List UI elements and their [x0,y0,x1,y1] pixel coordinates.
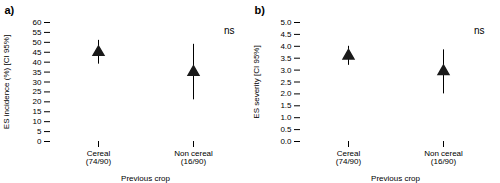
svg-text:5: 5 [37,127,42,136]
svg-text:40: 40 [33,58,42,67]
svg-text:55: 55 [33,28,42,37]
svg-text:ES severity [CI 95%]: ES severity [CI 95%] [252,45,261,118]
svg-text:20: 20 [33,97,42,106]
svg-text:5.0: 5.0 [280,18,292,27]
svg-text:50: 50 [33,38,42,47]
svg-text:ns: ns [224,25,235,36]
svg-text:2.0: 2.0 [280,89,292,98]
svg-text:3.5: 3.5 [280,54,292,63]
svg-text:4.5: 4.5 [280,30,292,39]
svg-text:ns: ns [474,25,485,36]
svg-text:1.5: 1.5 [280,101,292,110]
svg-text:0.5: 0.5 [280,125,292,134]
svg-text:b): b) [255,4,266,16]
svg-text:35: 35 [33,68,42,77]
svg-text:ES incidence (%) [CI 95%]: ES incidence (%) [CI 95%] [2,35,11,129]
svg-text:1.0: 1.0 [280,113,292,122]
svg-text:4.0: 4.0 [280,42,292,51]
svg-text:25: 25 [33,87,42,96]
svg-text:Cereal(74/90): Cereal(74/90) [86,149,112,166]
svg-text:a): a) [5,4,15,16]
svg-text:2.5: 2.5 [280,78,292,87]
svg-text:3.0: 3.0 [280,66,292,75]
svg-text:45: 45 [33,48,42,57]
svg-text:Previous crop: Previous crop [121,174,170,183]
svg-text:Cereal(74/90): Cereal(74/90) [336,149,362,166]
svg-text:60: 60 [33,18,42,27]
svg-text:15: 15 [33,107,42,116]
svg-text:30: 30 [33,78,42,87]
svg-text:0.0: 0.0 [280,137,292,146]
svg-text:0: 0 [37,137,42,146]
svg-text:Non cereal(16/90): Non cereal(16/90) [424,149,463,166]
svg-text:Non cereal(16/90): Non cereal(16/90) [174,149,213,166]
svg-text:Previous crop: Previous crop [371,174,420,183]
svg-text:10: 10 [33,117,42,126]
